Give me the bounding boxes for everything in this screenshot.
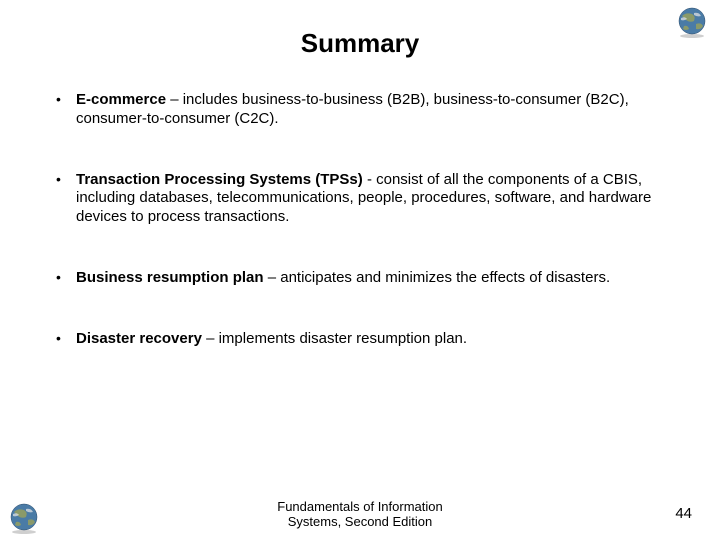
bullet-bold: Transaction Processing Systems (TPSs) — [76, 171, 363, 188]
bullet-list: E-commerce – includes business-to-busine… — [48, 91, 672, 348]
bullet-bold: Disaster recovery — [76, 330, 202, 347]
bullet-bold: Business resumption plan — [76, 269, 264, 286]
bullet-item: E-commerce – includes business-to-busine… — [48, 91, 672, 129]
bullet-text: – implements disaster resumption plan. — [202, 330, 467, 347]
footer: Fundamentals of Information Systems, Sec… — [0, 499, 720, 530]
footer-line1: Fundamentals of Information — [0, 499, 720, 515]
bullet-item: Business resumption plan – anticipates a… — [48, 269, 672, 288]
bullet-bold: E-commerce — [76, 91, 166, 108]
bullet-text: – anticipates and minimizes the effects … — [264, 269, 611, 286]
content-area: E-commerce – includes business-to-busine… — [0, 67, 720, 348]
page-number: 44 — [675, 505, 692, 522]
footer-line2: Systems, Second Edition — [0, 514, 720, 530]
globe-icon-top — [676, 6, 708, 38]
bullet-item: Disaster recovery – implements disaster … — [48, 330, 672, 349]
bullet-item: Transaction Processing Systems (TPSs) - … — [48, 171, 672, 227]
slide-title: Summary — [0, 0, 720, 67]
